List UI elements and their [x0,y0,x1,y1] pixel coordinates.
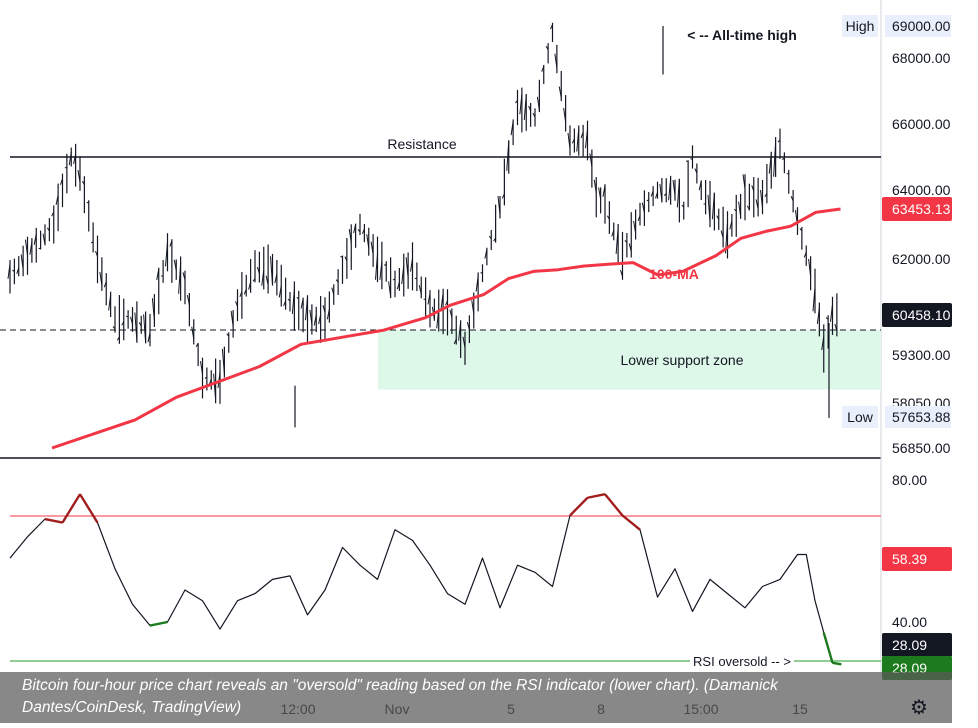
rsi-highlight-segment [45,519,63,523]
price-tick-label: 66000.00 [892,116,951,132]
price-panel[interactable]: Lower support zone Resistance < -- All-tim… [0,23,881,448]
rsi-panel[interactable]: RSI oversold -- > [10,494,881,670]
gear-icon[interactable]: ⚙ [906,696,932,720]
resistance-label: Resistance [387,136,456,152]
rsi-highlight-segment [588,494,606,498]
rsi-highlight-segment [63,494,81,522]
rsi-oversold-label: RSI oversold -- > [693,654,791,669]
price-tag-value: 63453.13 [892,201,951,217]
rsi-tag-value: 28.09 [892,637,927,653]
rsi-highlight-segment [150,622,168,626]
rsi-highlight-segment [570,498,588,516]
price-tick-label: 59300.00 [892,347,951,363]
price-candle-tick [126,316,128,317]
rsi-highlight-segment [623,516,641,530]
chart-caption: Bitcoin four-hour price chart reveals an… [0,672,952,723]
price-tag-value: 69000.00 [892,18,951,34]
rsi-highlight-segment [80,494,98,522]
support-zone-label: Lower support zone [621,352,744,368]
rsi-tick-label: 80.00 [892,472,927,488]
rsi-line [10,494,841,664]
price-tick-label: 68000.00 [892,50,951,66]
caption-line-2: Dantes/CoinDesk, TradingView) [22,697,952,719]
rsi-highlight-segment [824,633,833,663]
price-tag-value: 57653.88 [892,409,951,425]
price-candle-tick [39,248,41,249]
price-candle-tick [481,272,483,273]
rsi-tick-label: 40.00 [892,614,927,630]
rsi-highlight-segment [605,494,623,515]
ma-100-label: 100-MA [649,266,699,282]
caption-line-1: Bitcoin four-hour price chart reveals an… [22,675,952,697]
price-tick-label: 64000.00 [892,182,951,198]
price-tick-label: 62000.00 [892,251,951,267]
price-tag-label: Low [847,409,874,425]
rsi-tag-value: 58.39 [892,551,927,567]
ath-label: < -- All-time high [687,27,797,43]
price-tick-label: 56850.00 [892,440,951,456]
price-tag-value: 60458.10 [892,307,951,323]
price-tag-label: High [846,18,875,34]
rsi-highlight-segment [833,663,842,664]
